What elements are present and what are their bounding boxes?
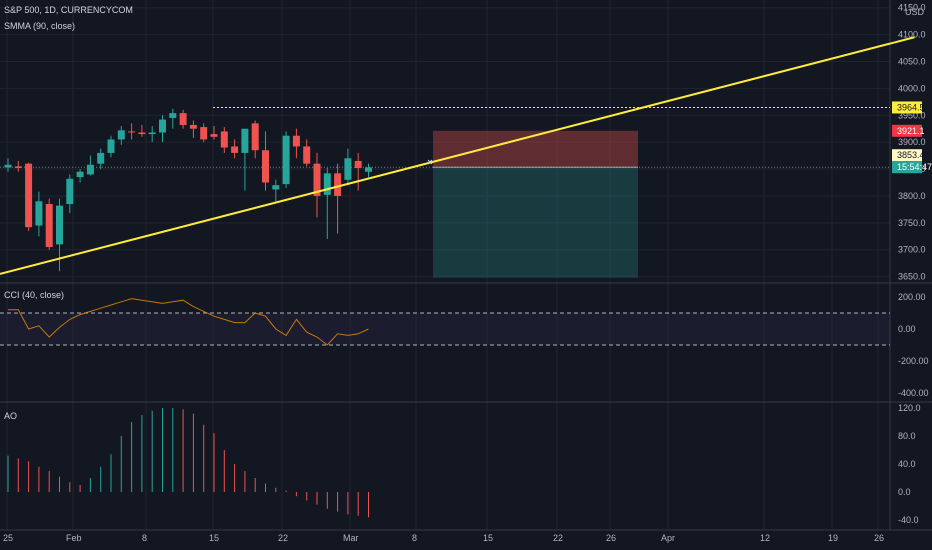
cci-axis[interactable]: 200.00 0.00 -200.00 -400.00 (898, 292, 929, 398)
candle-body (323, 173, 331, 195)
cci-legend[interactable]: CCI (40, close) (4, 290, 64, 300)
grid (0, 0, 890, 530)
price-tick-label: 3900.0 (898, 137, 926, 147)
candle-body (86, 164, 94, 175)
price-tick-label: 4000.0 (898, 83, 926, 93)
candle-body (138, 132, 146, 135)
trend-line (0, 36, 915, 275)
candle-body (148, 132, 156, 135)
candle-body (76, 171, 84, 178)
ao-tick-label: 80.0 (898, 431, 916, 441)
candle-body (365, 167, 372, 172)
candle-body (107, 139, 115, 153)
candle-body (272, 185, 280, 190)
price-tick-label: 4100.0 (898, 30, 926, 40)
candle-body (128, 131, 136, 133)
price-tick-label: 3800.0 (898, 191, 926, 201)
symbol-legend[interactable]: S&P 500, 1D, CURRENCYCOM (4, 5, 133, 15)
time-tick-label: 22 (278, 533, 288, 543)
time-tick-label: Feb (66, 533, 82, 543)
drawings[interactable] (0, 36, 915, 275)
candle-body (241, 128, 249, 153)
ao-tick-label: -40.0 (898, 515, 919, 525)
current-price-tag-bg (892, 149, 922, 162)
time-tick-label: 26 (874, 533, 884, 543)
candle-body (210, 134, 218, 137)
time-axis[interactable]: 25 Feb 8 15 22 Mar 8 15 22 26 Apr 12 19 26 (3, 533, 884, 543)
candle-body (66, 178, 74, 205)
current-price-tag: 3853.4 (897, 150, 925, 160)
candle-body (117, 130, 125, 140)
time-tick-label: 19 (828, 533, 838, 543)
candle-body (344, 158, 352, 180)
stop-price-tag-bg (892, 124, 922, 137)
candle-body (282, 135, 290, 185)
candle-body (262, 150, 269, 183)
short-position-tool[interactable] (433, 130, 638, 278)
time-tick-label: 15 (483, 533, 493, 543)
cci-pane (0, 298, 890, 346)
time-tick-label: Mar (343, 533, 359, 543)
candle-body (56, 205, 63, 245)
price-tick-label: 4050.0 (898, 56, 926, 66)
candle-body (189, 124, 197, 129)
candle-body (179, 113, 187, 125)
candle-body (354, 160, 362, 168)
candle-body (97, 152, 105, 164)
ao-pane (7, 408, 369, 518)
candle-body (25, 163, 33, 228)
candle-body (169, 113, 177, 118)
time-tick-label: 15 (209, 533, 219, 543)
target-zone (433, 167, 638, 278)
price-tick-label: 3750.0 (898, 218, 926, 228)
candle-body (35, 201, 43, 226)
cci-tick-label: 200.00 (898, 292, 926, 302)
ao-axis[interactable]: 120.0 80.0 40.0 0.0 -40.0 (898, 403, 921, 525)
candle-body (292, 135, 300, 147)
price-tick-label: 3700.0 (898, 245, 926, 255)
cci-tick-label: 0.00 (898, 324, 916, 334)
smma-legend[interactable]: SMMA (90, close) (4, 21, 75, 31)
countdown-tag-bg (892, 161, 922, 174)
candle-body (45, 204, 53, 248)
time-tick-label: 12 (760, 533, 770, 543)
hline-price-tag-bg (892, 101, 922, 114)
cursor-marker-icon (427, 159, 433, 165)
time-tick-label: 8 (142, 533, 147, 543)
candle-body (303, 146, 311, 164)
candle-body (200, 127, 208, 140)
hline-price-tag: 3964.5 (897, 102, 925, 112)
cci-band (0, 313, 890, 345)
time-tick-label: 22 (553, 533, 563, 543)
stop-price-tag: 3921.1 (897, 126, 925, 136)
candle-body (334, 173, 342, 196)
ao-legend[interactable]: AO (4, 411, 17, 421)
stop-zone (433, 130, 638, 168)
candle-body (313, 163, 321, 196)
cci-line (8, 298, 369, 346)
candle-body (4, 164, 12, 168)
time-tick-label: 25 (3, 533, 13, 543)
time-tick-label: 8 (412, 533, 417, 543)
candle-body (220, 131, 228, 148)
time-tick-label: Apr (661, 533, 675, 543)
countdown-tag: 15:54:47 (897, 162, 932, 172)
candlestick-series (4, 108, 372, 272)
candle-body (231, 146, 239, 153)
ao-tick-label: 0.0 (898, 487, 911, 497)
currency-label[interactable]: USD (905, 7, 925, 17)
cci-tick-label: -200.00 (898, 356, 929, 366)
price-tick-label: 4150.0 (898, 3, 926, 13)
price-tick-label: 3650.0 (898, 272, 926, 282)
candle-body (159, 119, 166, 133)
price-tick-label: 3950.0 (898, 110, 926, 120)
price-tags: 3964.5 3921.1 3853.4 15:54:47 (892, 101, 932, 174)
cci-tick-label: -400.00 (898, 388, 929, 398)
ao-tick-label: 40.0 (898, 459, 916, 469)
candle-body (251, 123, 259, 151)
time-tick-label: 26 (606, 533, 616, 543)
ao-tick-label: 120.0 (898, 403, 921, 413)
